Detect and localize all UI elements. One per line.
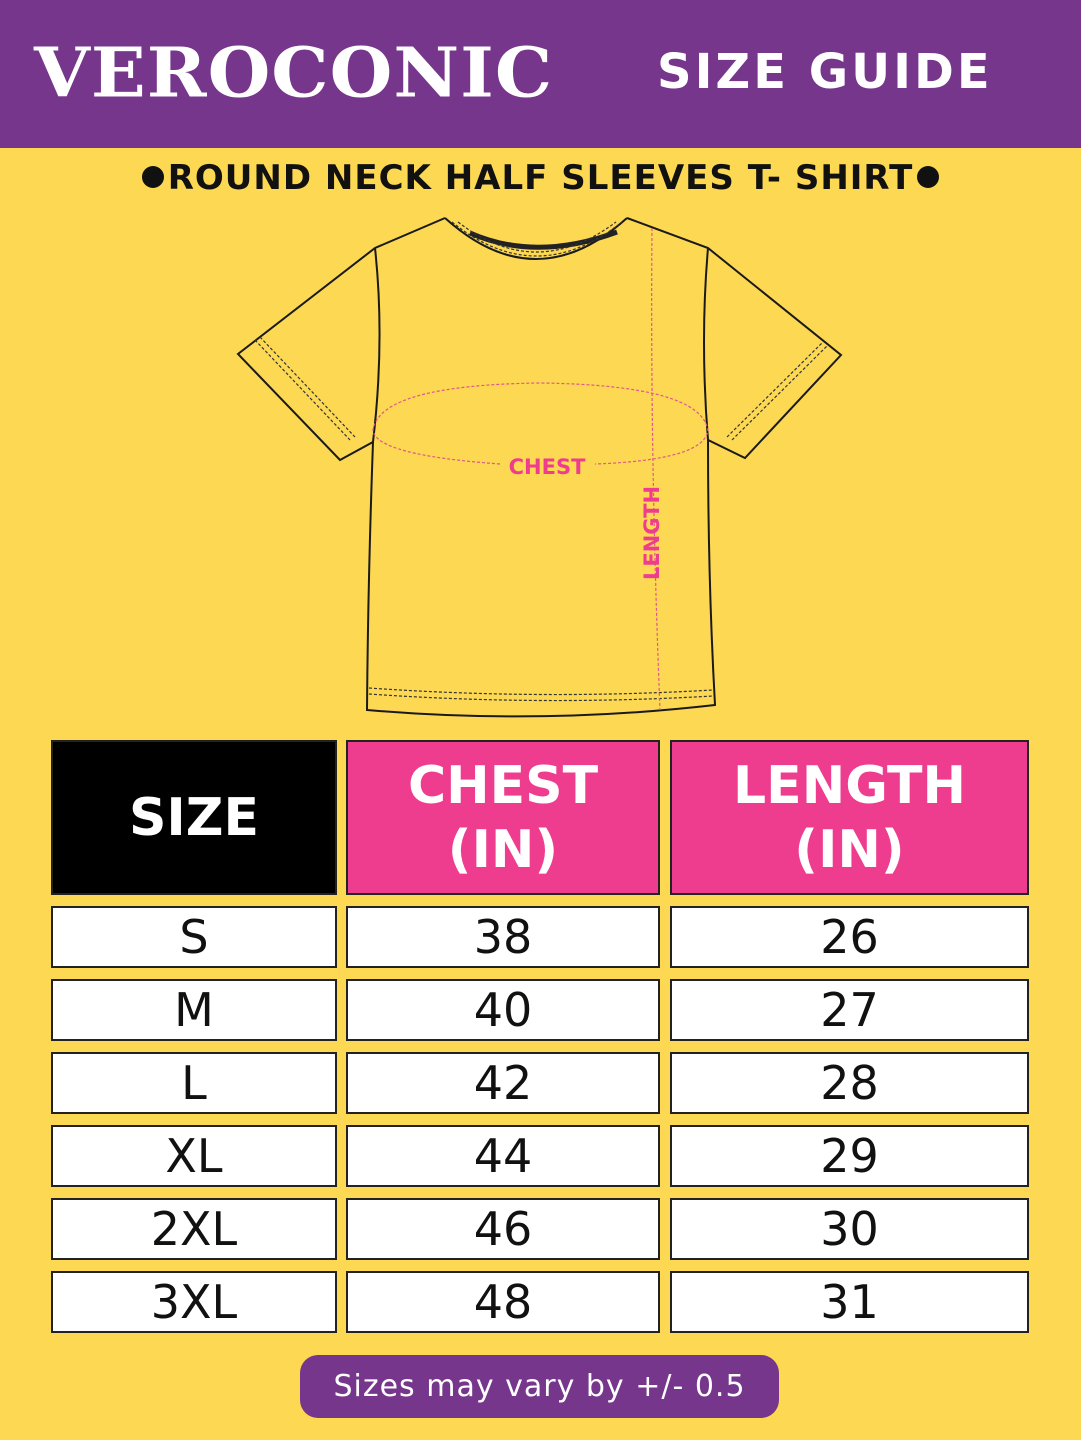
length-cell: 26 <box>670 906 1029 968</box>
chest-cell: 40 <box>346 979 660 1041</box>
page-title: SIZE GUIDE <box>657 44 993 100</box>
brand-logo: VEROCONIC <box>34 32 554 113</box>
chest-cell: 42 <box>346 1052 660 1114</box>
subtitle-text: ROUND NECK HALF SLEEVES T- SHIRT <box>167 158 914 198</box>
chest-cell: 44 <box>346 1125 660 1187</box>
size-cell: 2XL <box>51 1198 337 1260</box>
chest-cell: 46 <box>346 1198 660 1260</box>
product-subtitle: ROUND NECK HALF SLEEVES T- SHIRT <box>0 158 1081 198</box>
length-cell: 29 <box>670 1125 1029 1187</box>
length-label: LENGTH <box>640 486 664 580</box>
length-cell: 31 <box>670 1271 1029 1333</box>
chest-cell: 38 <box>346 906 660 968</box>
bullet-icon <box>917 165 940 188</box>
length-cell: 27 <box>670 979 1029 1041</box>
size-cell: XL <box>51 1125 337 1187</box>
size-cell: S <box>51 906 337 968</box>
header-banner: VEROCONIC SIZE GUIDE <box>0 0 1081 148</box>
header-length: LENGTH (IN) <box>670 740 1029 895</box>
chest-cell: 48 <box>346 1271 660 1333</box>
header-size: SIZE <box>51 740 337 895</box>
chest-label: CHEST <box>509 455 586 479</box>
size-cell: 3XL <box>51 1271 337 1333</box>
bullet-icon <box>141 165 164 188</box>
header-chest: CHEST (IN) <box>346 740 660 895</box>
tolerance-note: Sizes may vary by +/- 0.5 <box>300 1355 779 1418</box>
tshirt-diagram: CHEST LENGTH <box>236 217 843 718</box>
length-cell: 30 <box>670 1198 1029 1260</box>
size-cell: M <box>51 979 337 1041</box>
size-cell: L <box>51 1052 337 1114</box>
tshirt-outline <box>236 217 843 718</box>
length-cell: 28 <box>670 1052 1029 1114</box>
